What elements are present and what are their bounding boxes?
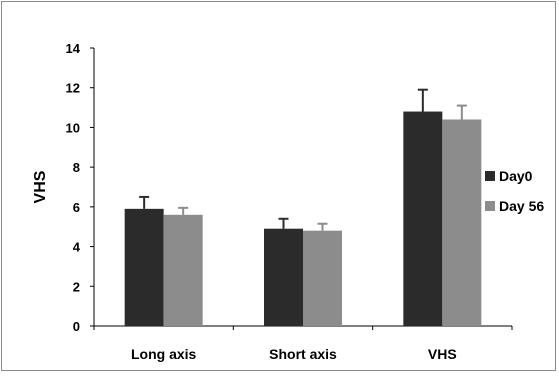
bar [163,214,203,326]
y-tick-label: 0 [73,319,80,334]
legend-label: Day0 [499,168,533,184]
bar [264,228,303,326]
y-tick-label: 4 [73,240,81,255]
y-tick-label: 14 [66,41,81,56]
x-tick-label: Long axis [131,346,197,362]
x-tick-label: Short axis [269,346,337,362]
bars [124,88,482,327]
y-tick-label: 6 [73,200,80,215]
y-tick-label: 10 [66,120,80,135]
legend-swatch [485,201,495,211]
bar [442,119,482,326]
chart-frame: 0 2 4 6 8 10 12 14 Long axis Short axis VHS VHS D… [1,1,556,371]
x-ticks: Long axis Short axis VHS [93,326,513,362]
y-axis-label: VHS [32,170,49,203]
legend: Day0 Day 56 [485,168,544,214]
x-tick-label: VHS [428,346,457,362]
bar-chart: 0 2 4 6 8 10 12 14 Long axis Short axis VHS VHS D… [32,41,544,362]
y-tick-label: 12 [66,81,80,96]
y-tick-label: 8 [73,160,80,175]
y-tick-label: 2 [73,279,80,294]
bar [303,230,342,326]
y-ticks: 0 2 4 6 8 10 12 14 [66,41,94,334]
legend-label: Day 56 [499,198,544,214]
legend-swatch [485,171,495,181]
bar [124,208,164,326]
bar [403,111,443,327]
